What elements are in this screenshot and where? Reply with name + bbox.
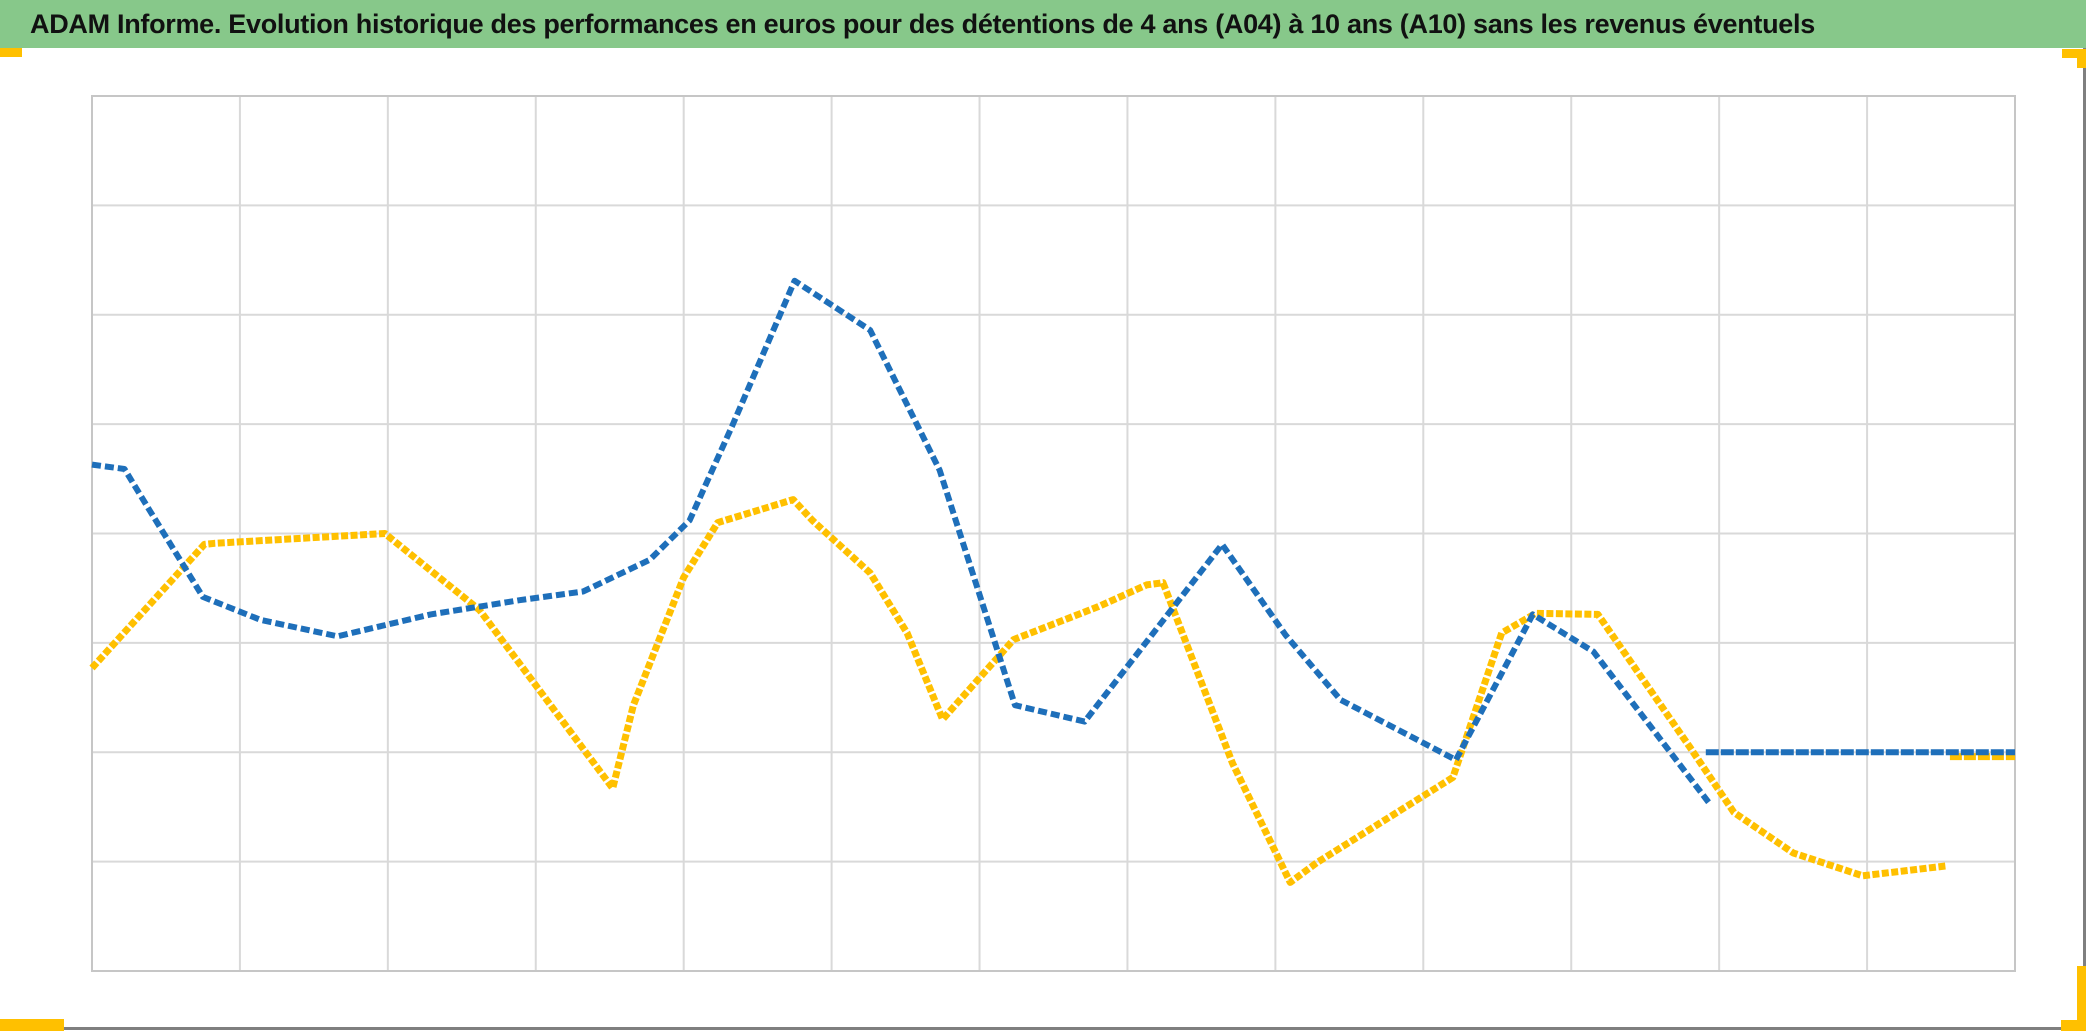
corner-accent-bottom-right-side [2077, 966, 2086, 1031]
window-bottom-border [0, 1027, 2086, 1030]
corner-accent-bottom-left [0, 1019, 64, 1031]
title-bar: ADAM Informe. Evolution historique des p… [0, 0, 2086, 48]
corner-accent-top-left [0, 48, 22, 57]
series-blue-line[interactable] [91, 277, 1712, 805]
corner-accent-top-right [2062, 49, 2086, 58]
page-title: ADAM Informe. Evolution historique des p… [30, 8, 1815, 39]
plot-border [91, 95, 2016, 972]
window-right-border [2083, 48, 2086, 1031]
corner-accent-top-right-side [2077, 49, 2086, 68]
corner-accent-bottom-right [2061, 1020, 2086, 1031]
series-gold-line[interactable] [89, 496, 1946, 886]
